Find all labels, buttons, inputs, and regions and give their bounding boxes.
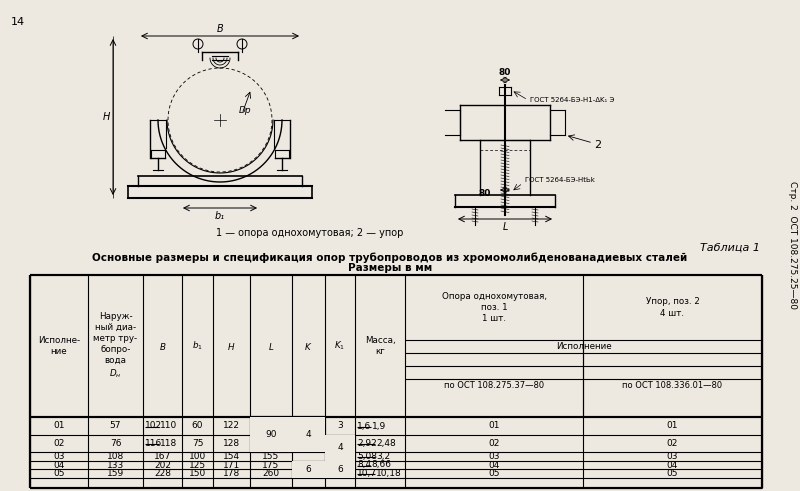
- Text: 60: 60: [192, 421, 203, 431]
- Text: ГОСТ 5264-БЭ-НtЬk: ГОСТ 5264-БЭ-НtЬk: [525, 177, 595, 183]
- Text: 14: 14: [11, 17, 25, 27]
- Text: 102: 102: [145, 421, 162, 431]
- Text: Упор, поз. 2
4 шт.: Упор, поз. 2 4 шт.: [646, 298, 699, 318]
- Text: 05: 05: [488, 469, 500, 478]
- Text: Исполне-
ние: Исполне- ние: [38, 336, 80, 356]
- Text: 80: 80: [499, 67, 511, 77]
- Text: $b_1$: $b_1$: [192, 340, 203, 352]
- Text: 05: 05: [666, 469, 678, 478]
- Text: 01: 01: [488, 421, 500, 431]
- Text: 02: 02: [54, 439, 65, 448]
- Text: 04: 04: [667, 461, 678, 469]
- Text: Масса,
кг: Масса, кг: [365, 336, 395, 356]
- Text: 57: 57: [110, 421, 122, 431]
- Text: 1,9: 1,9: [371, 421, 386, 431]
- Text: 175: 175: [262, 461, 280, 469]
- Text: 202: 202: [154, 461, 171, 469]
- Text: H: H: [102, 112, 110, 122]
- Text: по ОСТ 108.275.37—80: по ОСТ 108.275.37—80: [444, 381, 544, 389]
- Text: 8,66: 8,66: [371, 461, 391, 469]
- Text: Исполнение: Исполнение: [556, 342, 611, 351]
- Text: 2: 2: [594, 140, 602, 150]
- Text: ГОСТ 5264-БЭ-Н1-ΔK₁ Э: ГОСТ 5264-БЭ-Н1-ΔK₁ Э: [530, 97, 614, 103]
- Text: 171: 171: [223, 461, 240, 469]
- Text: 228: 228: [154, 469, 171, 478]
- Text: Основные размеры и спецификация опор трубопроводов из хромомолибденованадиевых с: Основные размеры и спецификация опор тру…: [92, 253, 688, 263]
- Text: 5,08: 5,08: [357, 452, 377, 461]
- Text: 90: 90: [266, 430, 277, 439]
- Bar: [325, 435, 355, 461]
- Bar: [292, 461, 325, 478]
- Bar: [292, 417, 325, 452]
- Text: 01: 01: [54, 421, 65, 431]
- Text: Опора однохомутовая,
поз. 1
1 шт.: Опора однохомутовая, поз. 1 1 шт.: [442, 292, 546, 323]
- Text: 03: 03: [666, 452, 678, 461]
- Text: 4: 4: [337, 443, 343, 453]
- Text: 03: 03: [488, 452, 500, 461]
- Text: 108: 108: [107, 452, 124, 461]
- Text: 02: 02: [667, 439, 678, 448]
- Text: 128: 128: [223, 439, 240, 448]
- Text: 6: 6: [306, 465, 311, 474]
- Text: 04: 04: [488, 461, 500, 469]
- Text: по ОСТ 108.336.01—80: по ОСТ 108.336.01—80: [622, 381, 722, 389]
- Text: 100: 100: [189, 452, 206, 461]
- Text: 76: 76: [110, 439, 122, 448]
- Text: 4: 4: [306, 430, 311, 439]
- Text: 110: 110: [159, 421, 177, 431]
- Text: 133: 133: [107, 461, 124, 469]
- Text: L: L: [502, 222, 508, 232]
- Text: 1 — опора однохомутовая; 2 — упор: 1 — опора однохомутовая; 2 — упор: [216, 228, 404, 238]
- Bar: [325, 461, 355, 478]
- Text: $B$: $B$: [158, 340, 166, 352]
- Text: 2,92: 2,92: [357, 439, 377, 448]
- Text: 155: 155: [262, 452, 280, 461]
- Text: B: B: [217, 24, 223, 34]
- Text: $L$: $L$: [268, 340, 274, 352]
- Text: 3,2: 3,2: [376, 452, 390, 461]
- Text: 05: 05: [54, 469, 65, 478]
- Text: Таблица 1: Таблица 1: [700, 243, 760, 253]
- Text: 260: 260: [262, 469, 279, 478]
- Text: Dр: Dр: [238, 106, 251, 114]
- Text: 04: 04: [54, 461, 65, 469]
- Text: 122: 122: [223, 421, 240, 431]
- Text: 8,4: 8,4: [357, 461, 371, 469]
- Text: 10,7: 10,7: [357, 469, 377, 478]
- Text: $K_1$: $K_1$: [334, 340, 346, 352]
- Text: $K$: $K$: [304, 340, 313, 352]
- Text: 6: 6: [337, 465, 343, 474]
- Text: Стр. 2  ОСТ 108.275.25—80: Стр. 2 ОСТ 108.275.25—80: [787, 181, 797, 309]
- Text: 178: 178: [223, 469, 240, 478]
- Text: 116: 116: [145, 439, 162, 448]
- Text: 03: 03: [54, 452, 65, 461]
- Bar: [250, 417, 292, 452]
- Text: 80: 80: [479, 189, 491, 197]
- Text: 02: 02: [488, 439, 500, 448]
- Text: 167: 167: [154, 452, 171, 461]
- Text: 2,48: 2,48: [376, 439, 396, 448]
- Text: 125: 125: [189, 461, 206, 469]
- Text: Размеры в мм: Размеры в мм: [348, 263, 432, 273]
- Text: 118: 118: [159, 439, 177, 448]
- Text: 75: 75: [192, 439, 203, 448]
- Text: $H$: $H$: [227, 340, 236, 352]
- Text: 3: 3: [337, 421, 343, 431]
- Text: 1,6: 1,6: [357, 421, 371, 431]
- Text: 150: 150: [189, 469, 206, 478]
- Text: 154: 154: [223, 452, 240, 461]
- Text: Наруж-
ный диа-
метр тру-
бопро-
вода
$D_{н}$: Наруж- ный диа- метр тру- бопро- вода $D…: [94, 312, 138, 381]
- Text: 159: 159: [107, 469, 124, 478]
- Text: b₁: b₁: [215, 211, 225, 221]
- Text: 10,18: 10,18: [376, 469, 402, 478]
- Text: 01: 01: [666, 421, 678, 431]
